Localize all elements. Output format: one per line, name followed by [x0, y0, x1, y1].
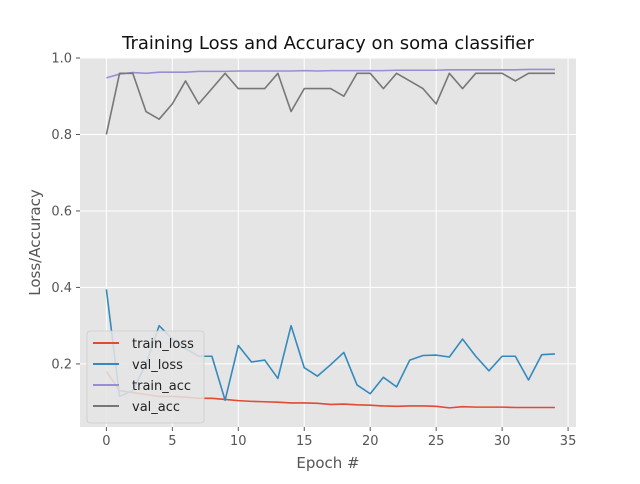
y-tick-label: 1.0 [51, 52, 72, 67]
axis-ticks: 0 5 10 15 20 25 30 35 0.2 0.4 0.6 0.8 1.0 [51, 52, 576, 450]
x-tick-label: 10 [230, 434, 247, 449]
x-axis-label: Epoch # [296, 454, 359, 472]
y-tick-label: 0.6 [51, 204, 72, 219]
chart-title: Training Loss and Accuracy on soma class… [121, 33, 534, 54]
x-tick-label: 25 [428, 434, 445, 449]
x-tick-label: 30 [494, 434, 511, 449]
y-tick-label: 0.8 [51, 128, 72, 143]
y-tick-label: 0.4 [51, 281, 72, 296]
legend-box [86, 330, 205, 424]
legend-label-val-loss: val_loss [132, 358, 183, 373]
legend-label-train-loss: train_loss [132, 337, 194, 352]
legend-label-val-acc: val_acc [132, 400, 180, 415]
x-tick-label: 35 [560, 434, 577, 449]
legend-label-train-acc: train_acc [132, 379, 191, 394]
y-tick-label: 0.2 [51, 357, 72, 372]
x-tick-label: 20 [362, 434, 379, 449]
x-tick-label: 0 [102, 434, 110, 449]
x-tick-label: 5 [168, 434, 176, 449]
series-line-train-acc [106, 68, 555, 79]
legend: train_loss val_loss train_acc val_acc [86, 330, 205, 424]
x-tick-label: 15 [296, 434, 313, 449]
y-axis-label: Loss/Accuracy [26, 189, 44, 296]
series-line-val-acc [105, 72, 555, 135]
